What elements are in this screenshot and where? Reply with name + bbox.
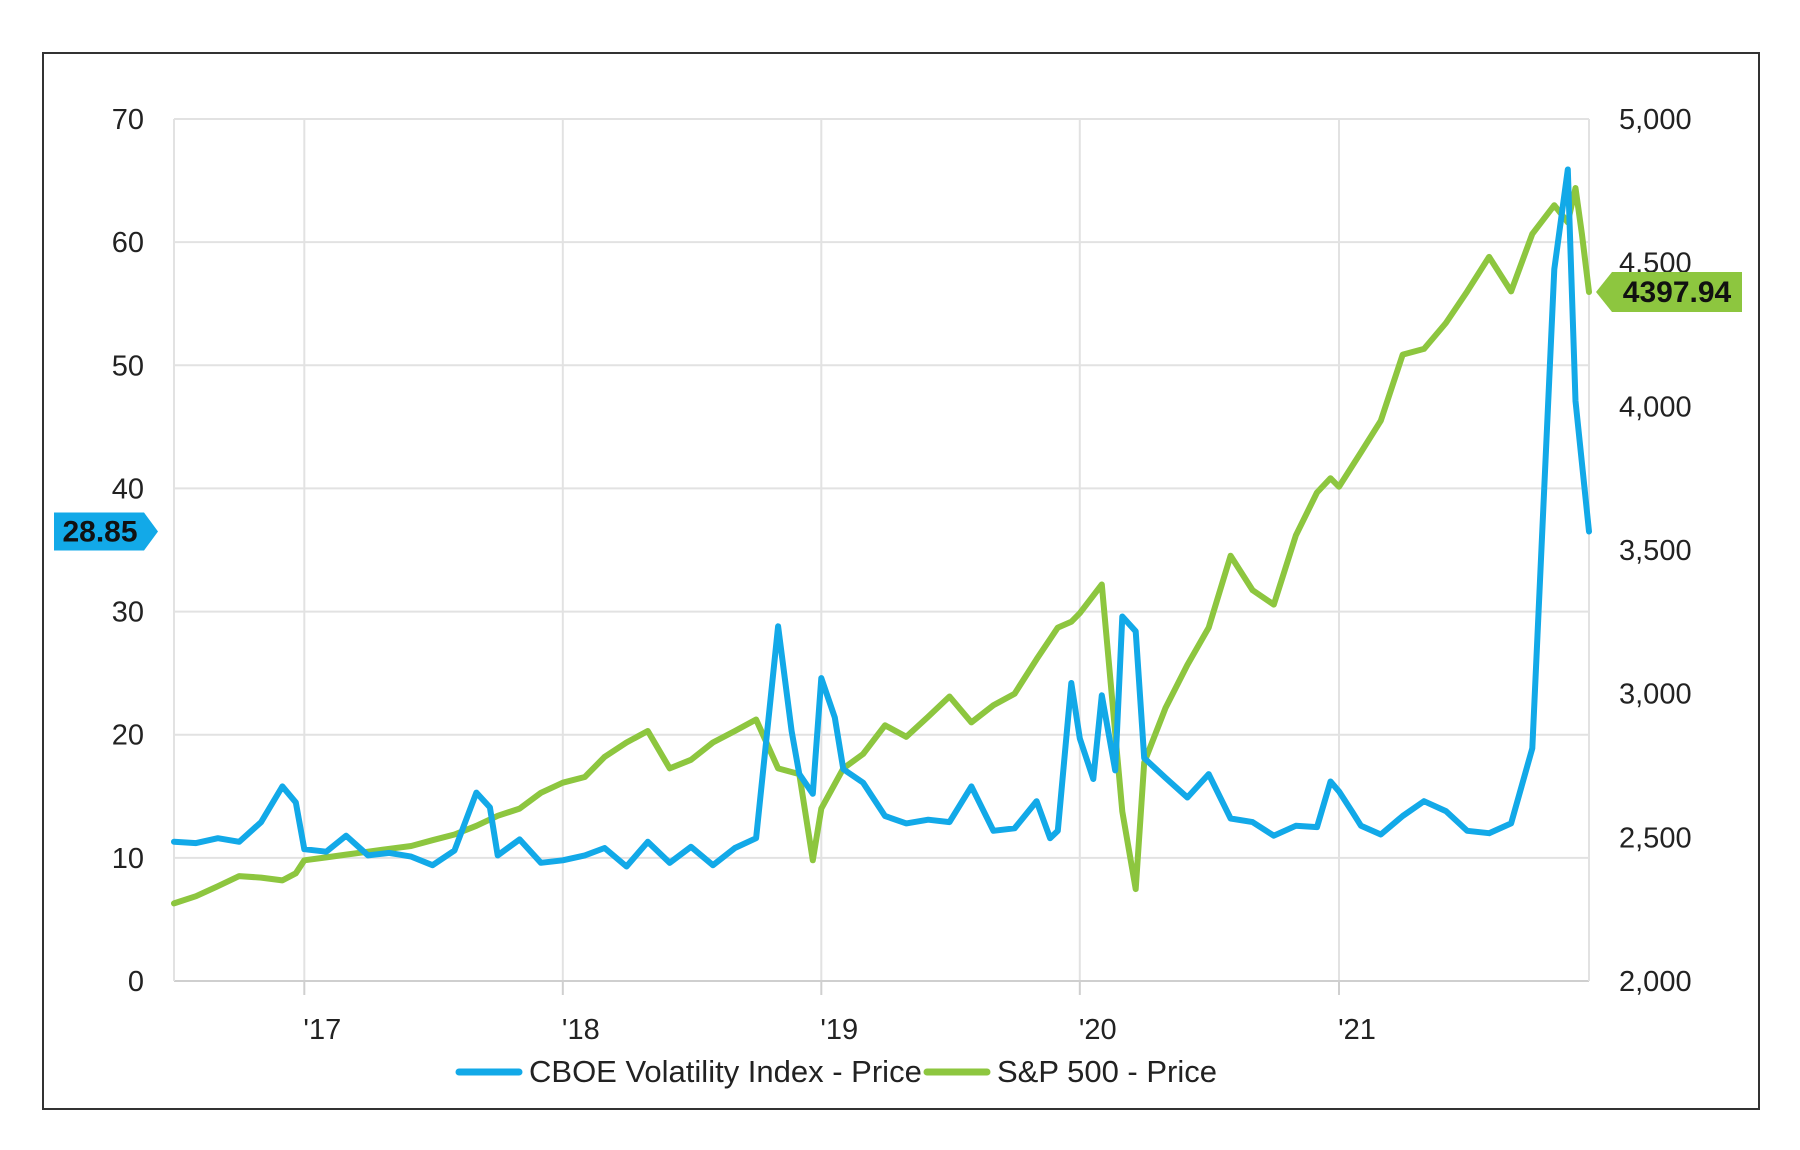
y-right-tick-label: 3,000 bbox=[1619, 679, 1692, 711]
x-tick-label: '20 bbox=[1079, 1014, 1117, 1046]
chart-svg: 0 10 20 30 40 50 60 70 2,000 2,500 3,000 3,500 4,000… bbox=[54, 104, 1742, 1089]
flag-layer: 28.85 4397.94 bbox=[54, 271, 1742, 551]
y-left-tick-label: 0 bbox=[128, 966, 144, 998]
vix-last-value-flag: 28.85 bbox=[54, 512, 158, 551]
y-left-tick-label: 50 bbox=[112, 350, 144, 382]
legend-label-sp500: S&P 500 - Price bbox=[997, 1054, 1217, 1089]
y-right-tick-label: 2,500 bbox=[1619, 822, 1692, 854]
y-right-tick-label: 5,000 bbox=[1619, 104, 1692, 136]
series-layer bbox=[171, 166, 1592, 907]
axis-layer: 0 10 20 30 40 50 60 70 2,000 2,500 3,000 3,500 4,000… bbox=[112, 104, 1692, 1046]
vix-flag-label: 28.85 bbox=[62, 516, 137, 549]
y-right-tick-label: 2,000 bbox=[1619, 966, 1692, 998]
x-tick-label: '19 bbox=[820, 1014, 858, 1046]
legend-layer: CBOE Volatility Index - Price S&P 500 - P… bbox=[455, 1054, 1217, 1089]
legend-item-vix: CBOE Volatility Index - Price bbox=[455, 1054, 922, 1089]
sp500-flag-label: 4397.94 bbox=[1623, 276, 1732, 309]
legend-item-sp500: S&P 500 - Price bbox=[923, 1054, 1217, 1089]
y-left-tick-label: 40 bbox=[112, 473, 144, 505]
y-left-tick-label: 10 bbox=[112, 843, 144, 875]
y-right-tick-label: 3,500 bbox=[1619, 535, 1692, 567]
series-line-vix bbox=[171, 166, 1592, 870]
y-right-tick-label: 4,000 bbox=[1619, 391, 1692, 423]
y-left-tick-label: 60 bbox=[112, 227, 144, 259]
sp500-flag-shape bbox=[1596, 271, 1742, 312]
legend-label-vix: CBOE Volatility Index - Price bbox=[529, 1054, 922, 1089]
sp500-last-value-flag: 4397.94 bbox=[1596, 271, 1742, 312]
series-line-sp500 bbox=[171, 185, 1592, 907]
x-tick-label: '17 bbox=[303, 1014, 341, 1046]
y-left-tick-label: 20 bbox=[112, 720, 144, 752]
x-tick-label: '21 bbox=[1338, 1014, 1376, 1046]
vix-flag-shape bbox=[54, 512, 158, 551]
x-tick-label: '18 bbox=[562, 1014, 600, 1046]
y-left-tick-label: 70 bbox=[112, 104, 144, 136]
chart-frame: 0 10 20 30 40 50 60 70 2,000 2,500 3,000 3,500 4,000… bbox=[42, 52, 1760, 1110]
y-left-tick-label: 30 bbox=[112, 597, 144, 629]
